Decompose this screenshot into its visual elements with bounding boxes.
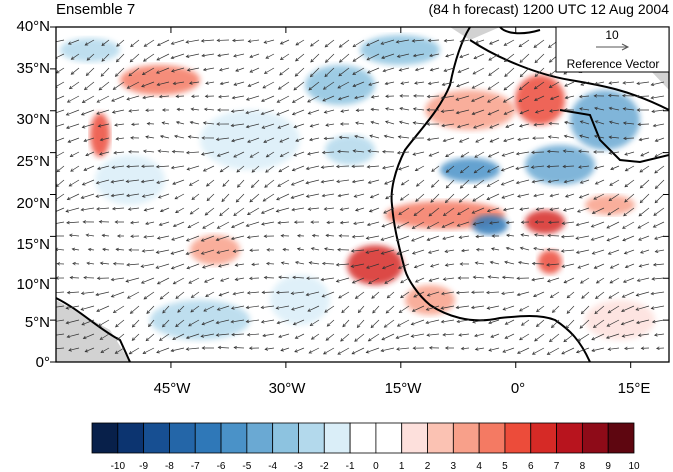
colorbar-label: 0: [364, 461, 388, 472]
anomaly-blob: [405, 285, 455, 315]
reference-vector-magnitude: 10: [596, 28, 628, 42]
anomaly-blob: [90, 113, 110, 157]
wind-vector-head: [52, 334, 55, 337]
colorbar-swatch: [453, 423, 479, 453]
y-tick-label-40n: 40°N: [0, 19, 50, 34]
colorbar-swatch: [195, 423, 221, 453]
colorbar-label: 9: [596, 461, 620, 472]
anomaly-blob: [585, 300, 655, 340]
colorbar-label: -7: [183, 461, 207, 472]
x-tick-label-15w: 15°W: [373, 380, 433, 397]
wind-vector-head: [52, 306, 55, 309]
colorbar-label: -8: [157, 461, 181, 472]
y-tick-label-10n: 10°N: [0, 277, 50, 292]
anomaly-blob: [325, 135, 375, 165]
colorbar-swatch: [169, 423, 195, 453]
colorbar-label: 1: [390, 461, 414, 472]
anomaly-blob: [570, 90, 640, 150]
colorbar-label: 6: [519, 461, 543, 472]
x-tick-label-30w: 30°W: [257, 380, 317, 397]
anomaly-blob: [585, 195, 635, 215]
colorbar-label: -5: [235, 461, 259, 472]
reference-vector-label: Reference Vector: [558, 57, 668, 71]
wind-vector-head: [51, 112, 54, 115]
y-tick-label-15n: 15°N: [0, 237, 50, 252]
colorbar-swatch: [92, 423, 118, 453]
colorbar-swatch: [247, 423, 273, 453]
colorbar-swatch: [479, 423, 505, 453]
colorbar-swatch: [221, 423, 247, 453]
anomaly-blob: [270, 275, 330, 325]
x-tick-label-0: 0°: [488, 380, 548, 397]
colorbar-swatch: [531, 423, 557, 453]
anomaly-blob: [95, 155, 165, 205]
colorbar-label: 7: [545, 461, 569, 472]
anomaly-blob: [150, 300, 250, 340]
colorbar-label: 5: [493, 461, 517, 472]
wind-vector-head: [52, 211, 55, 214]
y-tick-label-5n: 5°N: [0, 315, 50, 330]
colorbar-label: -6: [209, 461, 233, 472]
wind-vector-head: [51, 320, 54, 323]
wind-vector-head: [51, 126, 54, 129]
colorbar: [92, 423, 634, 453]
y-tick-label-25n: 25°N: [0, 154, 50, 169]
colorbar-label: -2: [312, 461, 336, 472]
y-tick-label-35n: 35°N: [0, 61, 50, 76]
colorbar-swatch: [273, 423, 299, 453]
colorbar-label: 8: [570, 461, 594, 472]
colorbar-label: 2: [416, 461, 440, 472]
colorbar-swatch: [557, 423, 583, 453]
anomaly-blob: [472, 215, 508, 235]
colorbar-swatch: [350, 423, 376, 453]
colorbar-swatch: [608, 423, 634, 453]
colorbar-swatch: [298, 423, 324, 453]
colorbar-label: -9: [132, 461, 156, 472]
colorbar-swatch: [324, 423, 350, 453]
anomaly-blob: [360, 35, 440, 65]
y-tick-label-20n: 20°N: [0, 196, 50, 211]
colorbar-label: 4: [467, 461, 491, 472]
colorbar-label: -4: [261, 461, 285, 472]
y-tick-label-0: 0°: [0, 355, 50, 370]
colorbar-label: 3: [441, 461, 465, 472]
wind-vector-head: [52, 140, 55, 143]
colorbar-swatch: [428, 423, 454, 453]
colorbar-swatch: [582, 423, 608, 453]
colorbar-label: -10: [106, 461, 130, 472]
colorbar-swatch: [376, 423, 402, 453]
colorbar-label: -3: [286, 461, 310, 472]
wind-vector-head: [51, 223, 54, 226]
wind-vector-head: [53, 99, 56, 102]
y-tick-label-30n: 30°N: [0, 112, 50, 127]
colorbar-swatch: [505, 423, 531, 453]
colorbar-swatch: [118, 423, 144, 453]
colorbar-swatch: [144, 423, 170, 453]
x-tick-label-45w: 45°W: [142, 380, 202, 397]
wind-vector-head: [52, 41, 55, 44]
colorbar-swatch: [402, 423, 428, 453]
anomaly-blob: [538, 250, 562, 274]
colorbar-label: -1: [338, 461, 362, 472]
x-tick-label-15e: 15°E: [604, 380, 664, 397]
anomaly-blob: [525, 145, 595, 185]
anomaly-blob: [60, 38, 120, 62]
colorbar-label: 10: [622, 461, 646, 472]
